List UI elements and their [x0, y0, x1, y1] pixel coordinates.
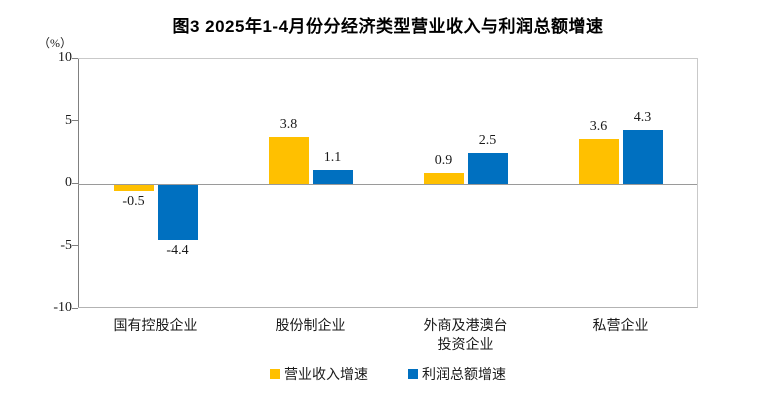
legend-item: 营业收入增速	[270, 364, 368, 384]
bar	[578, 139, 619, 184]
value-label: -0.5	[122, 194, 145, 210]
y-tick-mark	[72, 57, 78, 59]
zero-baseline	[78, 183, 697, 185]
legend-swatch-icon	[408, 369, 418, 379]
legend-item: 利润总额增速	[408, 364, 506, 384]
value-label: 3.6	[589, 119, 608, 134]
category-label: 外商及港澳台 投资企业	[423, 319, 508, 353]
legend-label: 营业收入增速	[284, 368, 368, 383]
bar	[113, 185, 154, 192]
bar	[157, 185, 198, 240]
bar	[467, 152, 508, 184]
y-tick-label: -5	[60, 237, 72, 253]
value-label: 4.3	[633, 110, 652, 126]
bar	[423, 172, 464, 184]
value-label: 1.1	[323, 150, 342, 166]
y-tick-mark	[72, 307, 78, 309]
legend-label: 利润总额增速	[422, 368, 506, 383]
value-label: -4.4	[166, 243, 189, 258]
category-label: 私营企业	[592, 319, 649, 334]
y-tick-label: 10	[58, 50, 72, 65]
chart-title: 图3 2025年1-4月份分经济类型营业收入与利润总额增速	[172, 17, 604, 36]
legend-swatch-icon	[270, 369, 280, 379]
value-label: 3.8	[279, 116, 298, 132]
chart-legend: 营业收入增速 利润总额增速	[78, 364, 698, 384]
bar	[312, 170, 353, 184]
y-tick-label: -10	[53, 300, 72, 315]
category-label: 股份制企业	[275, 319, 346, 334]
y-tick-label: 0	[65, 175, 72, 190]
y-tick-mark	[72, 182, 78, 184]
plot-area	[78, 58, 698, 308]
y-tick-mark	[72, 245, 78, 246]
y-tick-label: 5	[65, 112, 72, 128]
value-label: 0.9	[434, 152, 453, 168]
value-label: 2.5	[478, 132, 497, 148]
bar	[268, 136, 309, 184]
y-axis-unit-label: （%）	[38, 36, 72, 50]
bar	[622, 130, 663, 184]
y-axis-line	[78, 58, 79, 308]
category-label: 国有控股企业	[113, 319, 198, 334]
y-tick-mark	[72, 120, 78, 121]
